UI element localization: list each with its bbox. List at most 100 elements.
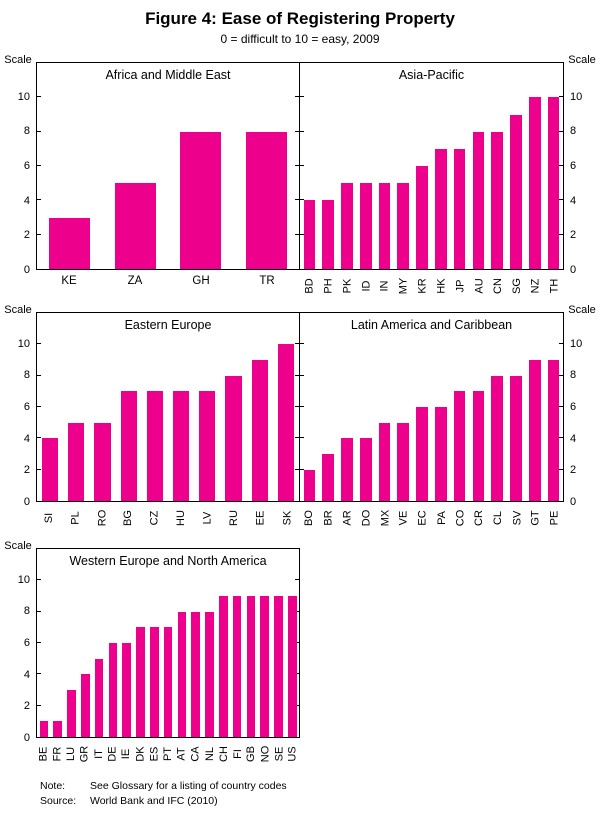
x-tick-label: LV bbox=[201, 511, 214, 525]
y-tick-label: 0 bbox=[23, 496, 30, 508]
x-tick-label: PK bbox=[341, 278, 354, 294]
bar-PH bbox=[322, 200, 334, 269]
bar-slot bbox=[375, 63, 394, 269]
bars bbox=[37, 313, 299, 501]
x-tick-label: ZA bbox=[127, 275, 143, 287]
tick-mark bbox=[295, 579, 299, 581]
y-axis-left: Scale 0 2 4 6 8 10 bbox=[0, 304, 36, 508]
bar-BO bbox=[303, 469, 316, 501]
x-tick: CN bbox=[489, 270, 508, 302]
x-tick: BD bbox=[300, 270, 319, 302]
x-tick-label: FR bbox=[50, 746, 63, 762]
bar-slot bbox=[244, 549, 258, 737]
bar-SE bbox=[274, 596, 283, 737]
tick-mark bbox=[300, 468, 304, 470]
bar-GB bbox=[246, 596, 256, 737]
y-tick-label: 0 bbox=[23, 264, 30, 276]
bar-MX bbox=[378, 422, 391, 501]
x-tick-label: SE bbox=[273, 746, 286, 762]
x-tick-label: ES bbox=[148, 746, 161, 762]
bar-BR bbox=[322, 454, 334, 501]
tick-mark bbox=[37, 579, 41, 581]
bar-slot bbox=[92, 549, 106, 737]
x-tick: LV bbox=[194, 502, 220, 534]
x-tick: PL bbox=[62, 502, 88, 534]
tick-mark bbox=[300, 343, 304, 345]
x-tick-label: IE bbox=[120, 748, 133, 760]
panel-western-europe-and-north-america: Scale 0 2 4 6 8 10 Western Europe and North Ame… bbox=[0, 540, 300, 770]
x-tick: ES bbox=[147, 738, 161, 770]
x-tick: TR bbox=[234, 270, 300, 292]
bar-slot bbox=[544, 313, 563, 501]
bar-slot bbox=[394, 63, 413, 269]
bar-GR bbox=[81, 674, 90, 737]
x-tick-label: SG bbox=[510, 278, 523, 294]
tick-mark bbox=[37, 233, 41, 235]
bar-slot bbox=[525, 63, 544, 269]
tick-mark bbox=[300, 437, 304, 439]
bar-slot bbox=[394, 313, 413, 501]
x-tick: KE bbox=[36, 270, 102, 292]
bar-slot bbox=[356, 313, 375, 501]
x-tick: VE bbox=[394, 502, 413, 534]
panel-title: Latin America and Caribbean bbox=[350, 318, 513, 332]
x-tick: DE bbox=[105, 738, 119, 770]
x-tick: GH bbox=[168, 270, 234, 292]
bar-slot bbox=[544, 63, 563, 269]
bar-slot bbox=[300, 63, 319, 269]
bar-slot bbox=[89, 313, 115, 501]
x-tick: JP bbox=[451, 270, 470, 302]
x-tick: DK bbox=[133, 738, 147, 770]
bar-slot bbox=[431, 313, 450, 501]
bar-slot bbox=[375, 313, 394, 501]
bar-AR bbox=[341, 438, 353, 501]
x-tick: CA bbox=[189, 738, 203, 770]
x-tick-label: CA bbox=[189, 746, 202, 762]
y-tick-label: 2 bbox=[570, 464, 577, 477]
y-tick-label: 10 bbox=[570, 337, 583, 350]
bar-slot bbox=[142, 313, 168, 501]
x-tick-label: IT bbox=[92, 749, 105, 759]
plot-area: Africa and Middle East bbox=[36, 62, 300, 270]
bar-NZ bbox=[528, 97, 541, 269]
x-tick-label: CN bbox=[492, 278, 505, 294]
tick-mark bbox=[295, 130, 299, 132]
x-tick: NZ bbox=[526, 270, 545, 302]
bar-HK bbox=[435, 148, 447, 269]
tick-mark bbox=[295, 343, 299, 345]
tick-mark bbox=[295, 468, 299, 470]
bar-SG bbox=[510, 114, 522, 269]
bar-slot bbox=[220, 313, 246, 501]
tick-mark bbox=[559, 233, 563, 235]
x-tick: LU bbox=[64, 738, 78, 770]
bar-FI bbox=[232, 596, 242, 737]
x-tick-label: IN bbox=[378, 280, 391, 292]
bar-EE bbox=[251, 360, 268, 501]
tick-mark bbox=[559, 96, 563, 98]
x-tick-label: EC bbox=[416, 510, 429, 526]
x-tick: KR bbox=[413, 270, 432, 302]
tick-mark bbox=[37, 130, 41, 132]
y-tick-label: 2 bbox=[23, 700, 30, 713]
panel-latin-america-and-caribbean: Latin America and Caribbean BO BR AR DO MX VE E… bbox=[300, 304, 600, 534]
tick-mark bbox=[37, 165, 41, 166]
x-tick: FR bbox=[50, 738, 64, 770]
bar-LV bbox=[199, 391, 216, 501]
x-tick: GT bbox=[526, 502, 545, 534]
x-tick-label: AU bbox=[473, 278, 486, 294]
y-tick-label: 6 bbox=[23, 401, 30, 413]
bar-SI bbox=[41, 438, 59, 501]
y-tick-label: 4 bbox=[23, 668, 30, 681]
x-tick-label: KR bbox=[416, 278, 429, 294]
bar-slot bbox=[116, 313, 142, 501]
bar-slot bbox=[203, 549, 217, 737]
scale-label: Scale bbox=[568, 54, 596, 66]
x-tick: BE bbox=[36, 738, 50, 770]
bar-RU bbox=[225, 375, 242, 501]
plot-area: Eastern Europe bbox=[36, 312, 300, 502]
x-tick: ID bbox=[357, 270, 376, 302]
bar-CO bbox=[453, 391, 466, 501]
bar-slot bbox=[469, 313, 488, 501]
tick-mark bbox=[300, 406, 304, 407]
